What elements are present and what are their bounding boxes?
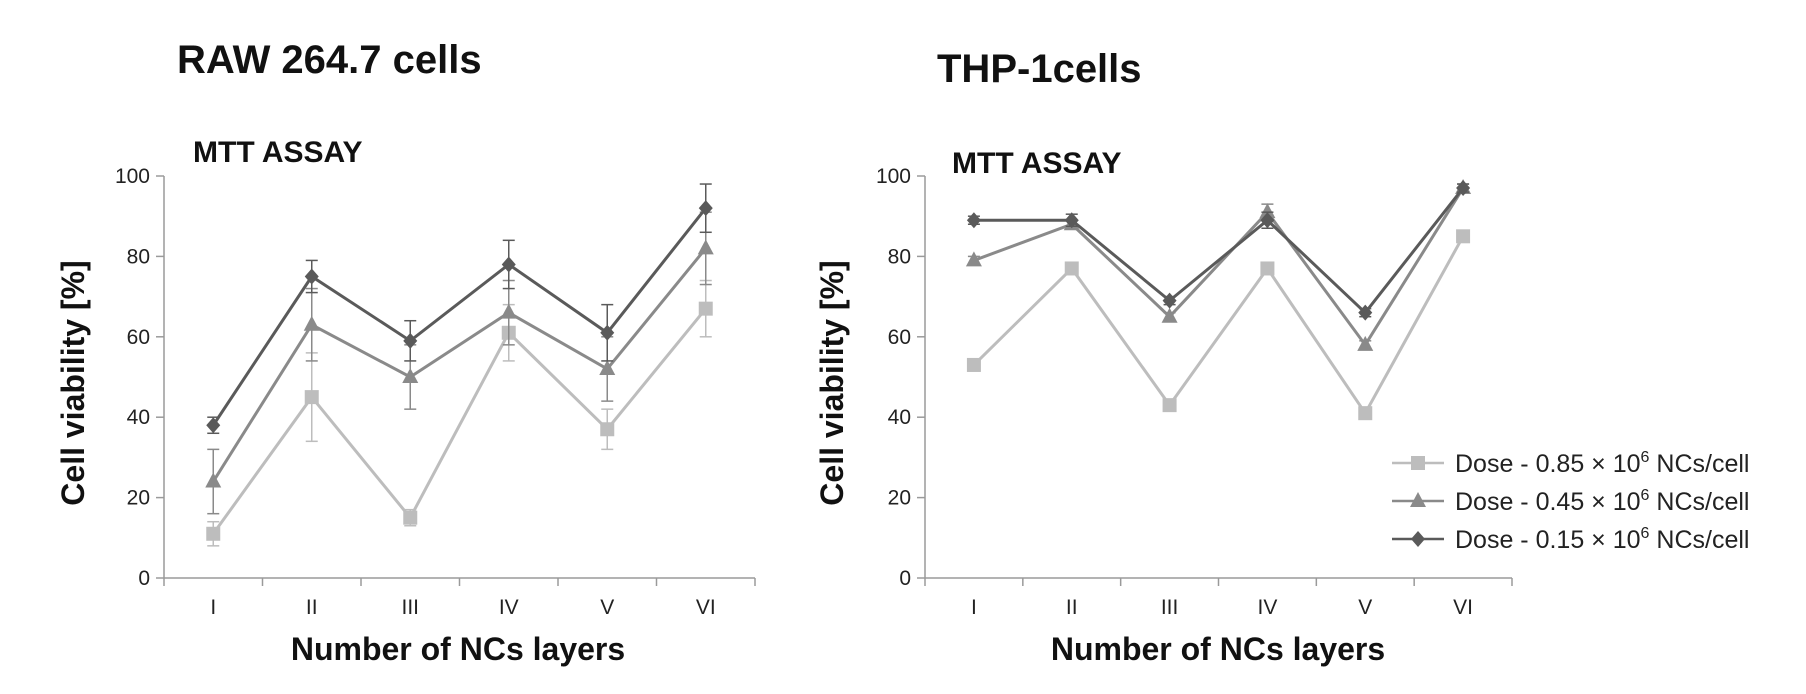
series-line xyxy=(973,187,1465,315)
x-tick-label: IV xyxy=(1257,596,1277,619)
data-point xyxy=(1456,229,1471,244)
data-point xyxy=(403,510,418,525)
legend-item-dose-015: Dose - 0.15 × 106 NCs/cell xyxy=(1392,525,1749,554)
y-tick-label: 20 xyxy=(127,487,150,510)
legend-label-dose-045: Dose - 0.45 × 106 NCs/cell xyxy=(1455,487,1749,516)
data-point xyxy=(698,301,713,316)
data-point xyxy=(501,256,516,273)
chart-raw-ylabel: Cell viability [%] xyxy=(55,260,91,505)
series-diamond xyxy=(966,180,1471,321)
data-point xyxy=(1162,292,1177,309)
data-point xyxy=(1456,180,1471,197)
data-point xyxy=(304,390,319,405)
data-point xyxy=(599,359,616,375)
data-point xyxy=(206,526,221,541)
chart-thp-title: THP-1cells xyxy=(937,47,1142,91)
legend-label-dose-015: Dose - 0.15 × 106 NCs/cell xyxy=(1455,525,1749,554)
data-point xyxy=(402,368,419,383)
chart-thp-subtitle: MTT ASSAY xyxy=(952,147,1121,180)
data-point xyxy=(1358,304,1373,321)
y-tick-label: 20 xyxy=(888,487,911,510)
data-point xyxy=(1260,212,1275,229)
series-line xyxy=(211,247,707,483)
series-square xyxy=(966,229,1471,421)
legend-marker-shape xyxy=(1411,531,1425,547)
x-tick-label: IV xyxy=(499,596,519,619)
data-point xyxy=(600,422,615,437)
y-tick-label: 60 xyxy=(888,326,911,349)
chart-thp-panel: THP-1cells MTT ASSAY Cell viability [%] … xyxy=(814,47,1513,667)
x-tick-label: V xyxy=(1358,596,1372,619)
data-point xyxy=(1064,261,1079,276)
y-tick-label: 100 xyxy=(115,165,150,188)
series-line xyxy=(211,207,707,427)
chart-thp-ylabel: Cell viability [%] xyxy=(814,260,850,505)
data-point xyxy=(698,200,713,217)
data-point xyxy=(966,357,981,372)
y-tick-label: 100 xyxy=(876,165,911,188)
chart-raw-subtitle: MTT ASSAY xyxy=(193,136,362,169)
data-point xyxy=(304,268,319,285)
data-point xyxy=(1161,307,1178,323)
data-point xyxy=(966,212,981,229)
y-tick-label: 40 xyxy=(127,406,150,429)
x-tick-label: I xyxy=(210,596,216,619)
y-tick-label: 80 xyxy=(127,245,150,268)
series-triangle xyxy=(205,211,714,515)
legend-marker-shape xyxy=(1411,456,1425,470)
data-point xyxy=(1259,203,1276,219)
x-tick-label: V xyxy=(600,596,614,619)
chart-raw-xlabel: Number of NCs layers xyxy=(291,631,625,667)
legend-item-dose-085: Dose - 0.85 × 106 NCs/cell xyxy=(1392,449,1749,478)
data-point xyxy=(1260,261,1275,276)
data-point xyxy=(303,315,320,331)
y-tick-label: 80 xyxy=(888,245,911,268)
series-line xyxy=(212,307,707,535)
data-point xyxy=(1064,212,1079,229)
series-diamond xyxy=(206,183,713,435)
data-point xyxy=(205,472,222,488)
chart-thp-xlabel: Number of NCs layers xyxy=(1051,631,1385,667)
chart-raw-panel: RAW 264.7 cells MTT ASSAY Cell viability… xyxy=(55,38,756,667)
data-point xyxy=(1358,406,1373,421)
data-point xyxy=(697,239,714,255)
x-tick-label: III xyxy=(1161,596,1179,619)
data-point xyxy=(403,332,418,349)
series-line xyxy=(973,187,1465,348)
legend-label-dose-085: Dose - 0.85 × 106 NCs/cell xyxy=(1455,449,1749,478)
series-triangle xyxy=(965,179,1472,351)
data-point xyxy=(600,324,615,341)
data-point xyxy=(206,417,221,434)
x-tick-label: VI xyxy=(696,596,716,619)
data-point xyxy=(965,251,982,267)
y-tick-label: 0 xyxy=(899,567,911,590)
legend-marker-square xyxy=(1411,456,1425,470)
series-line xyxy=(972,235,1465,417)
y-tick-label: 40 xyxy=(888,406,911,429)
x-tick-label: II xyxy=(306,596,318,619)
legend-marker-triangle xyxy=(1410,492,1426,507)
y-tick-label: 0 xyxy=(138,567,150,590)
data-point xyxy=(1357,335,1374,351)
x-tick-label: VI xyxy=(1453,596,1473,619)
x-tick-label: III xyxy=(401,596,419,619)
data-point xyxy=(500,303,517,319)
x-tick-label: I xyxy=(971,596,977,619)
y-tick-label: 60 xyxy=(127,326,150,349)
legend-item-dose-045: Dose - 0.45 × 106 NCs/cell xyxy=(1392,487,1749,516)
legend-marker-diamond xyxy=(1411,531,1425,547)
data-point xyxy=(1162,398,1177,413)
legend: Dose - 0.85 × 106 NCs/cell Dose - 0.45 ×… xyxy=(1392,449,1749,554)
x-tick-label: II xyxy=(1066,596,1078,619)
legend-marker-shape xyxy=(1410,492,1426,507)
chart-raw-title: RAW 264.7 cells xyxy=(177,38,482,82)
